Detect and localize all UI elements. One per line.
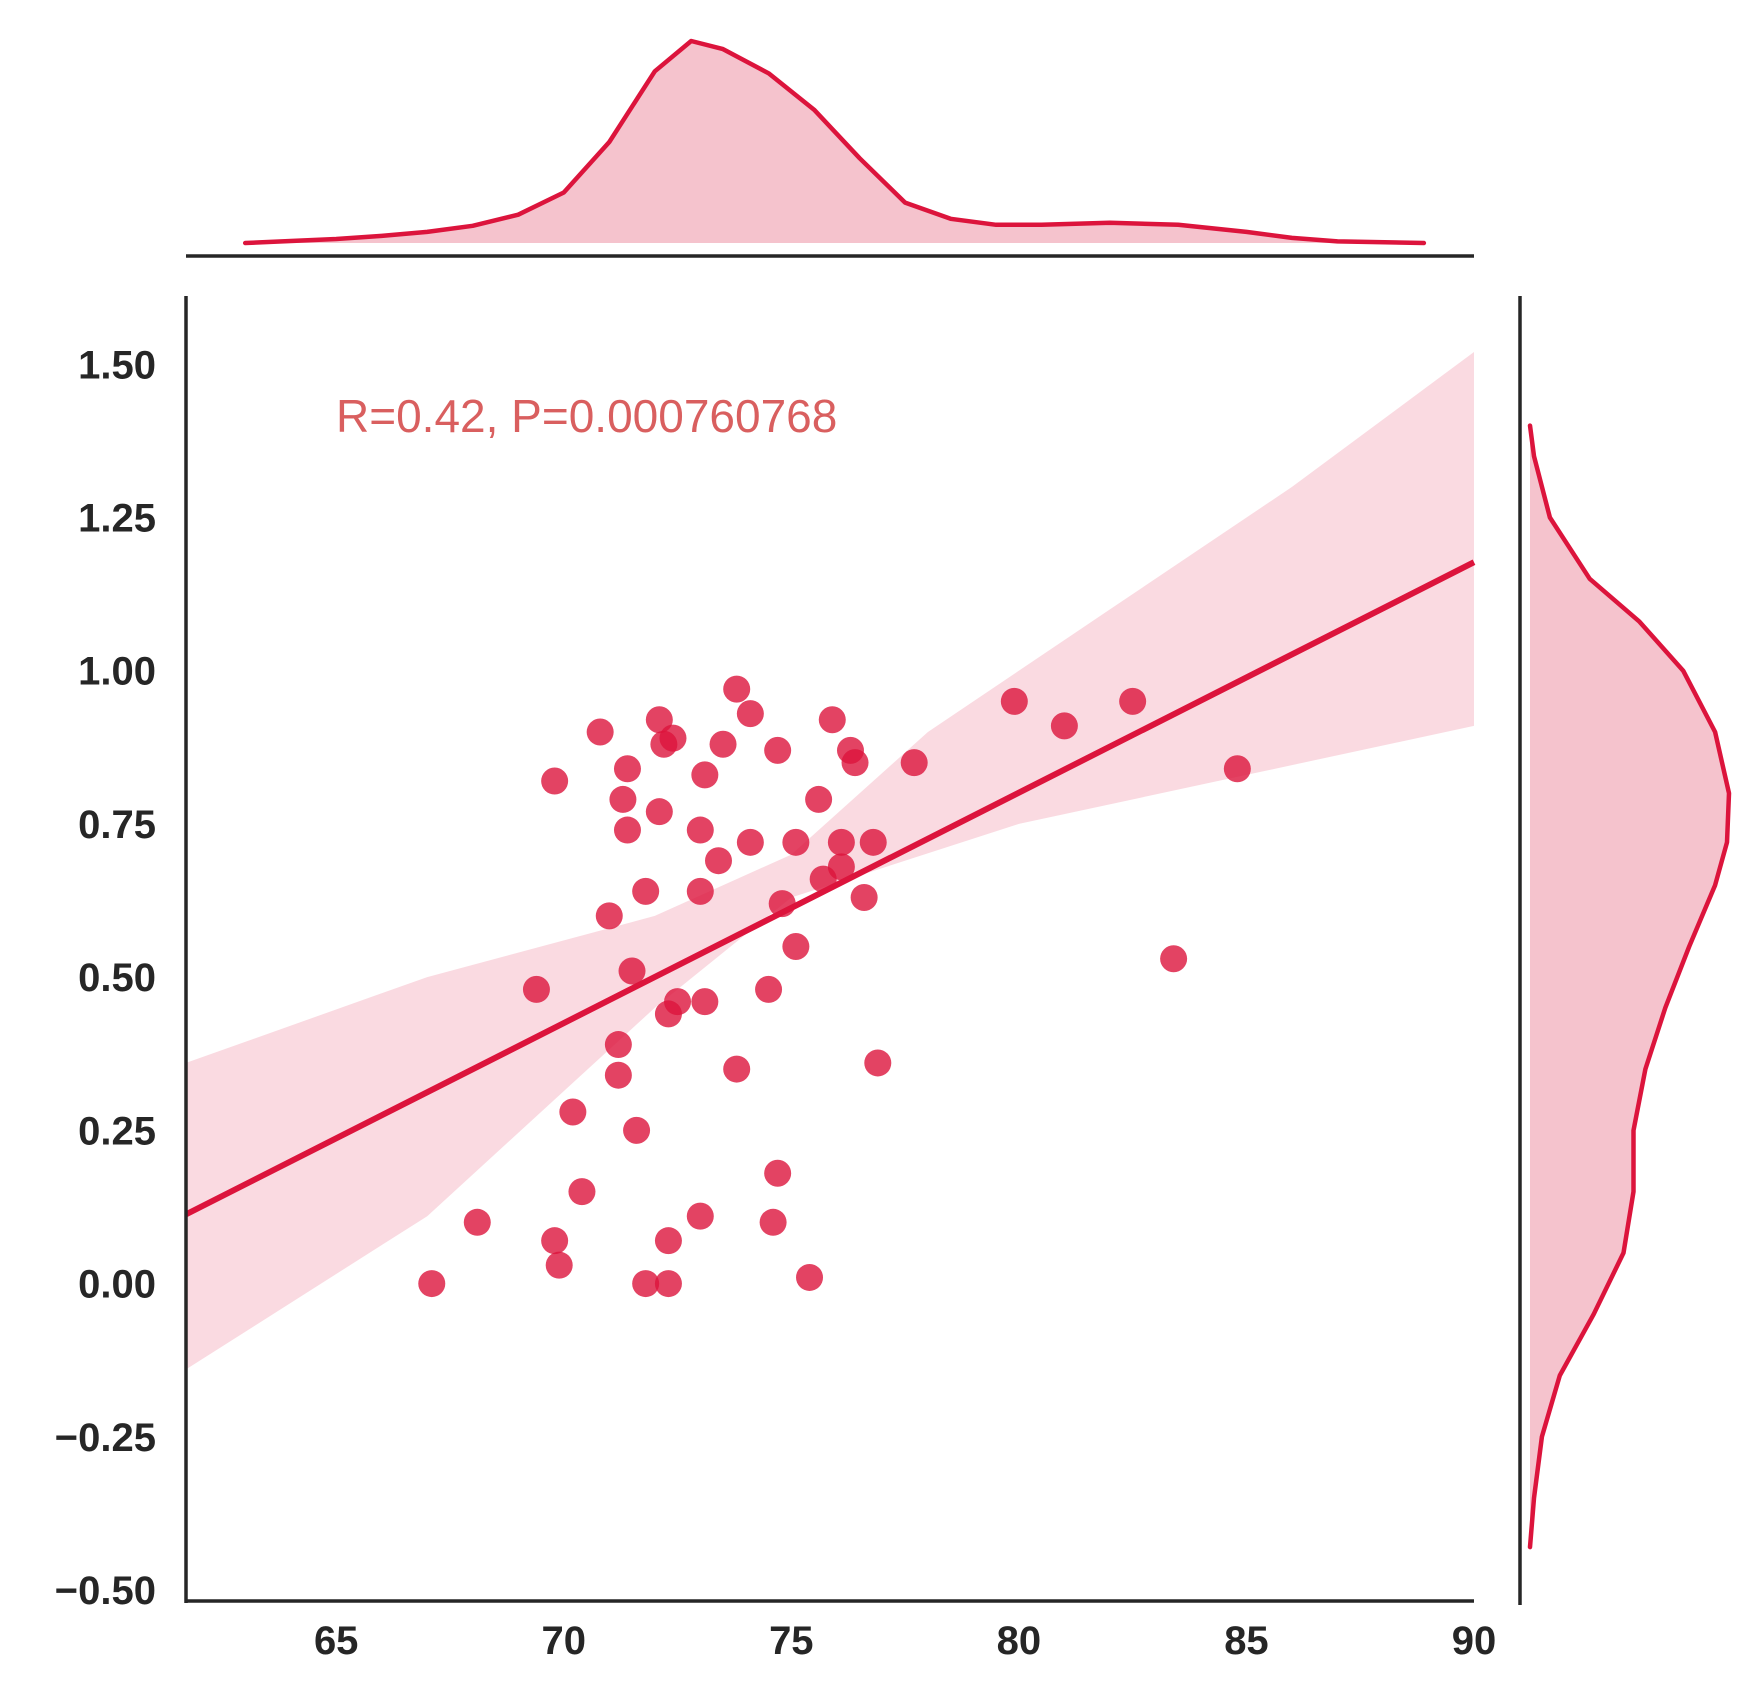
scatter-point	[805, 785, 833, 813]
scatter-point	[1223, 755, 1251, 783]
scatter-point	[723, 675, 751, 703]
scatter-point	[664, 988, 692, 1016]
scatter-point	[841, 749, 869, 777]
scatter-point	[709, 730, 737, 758]
scatter-point	[755, 975, 783, 1003]
scatter-point	[1050, 712, 1078, 740]
scatter-point	[545, 1251, 573, 1279]
x-tick-label: 65	[314, 1619, 359, 1663]
y-tick-label: 0.50	[78, 956, 156, 1000]
scatter-point	[686, 1202, 714, 1230]
y-tick-label: −0.25	[55, 1416, 156, 1460]
scatter-point	[541, 1227, 569, 1255]
scatter-point	[704, 847, 732, 875]
scatter-points-layer	[418, 675, 1251, 1298]
scatter-point	[686, 877, 714, 905]
scatter-point	[645, 798, 673, 826]
scatter-point	[604, 1061, 632, 1089]
scatter-point	[782, 933, 810, 960]
scatter-point	[613, 755, 641, 783]
y-tick-labels: −0.50 −0.25 0.00 0.25 0.50 0.75 1.00 1.25 1.50	[55, 343, 156, 1613]
scatter-point	[691, 761, 719, 789]
scatter-point	[1119, 687, 1147, 715]
scatter-point	[796, 1263, 824, 1291]
right-marginal-kde	[1527, 423, 1732, 1550]
x-tick-label: 70	[542, 1619, 587, 1663]
scatter-point	[559, 1098, 587, 1126]
scatter-point	[654, 1227, 682, 1255]
scatter-point	[850, 883, 878, 911]
scatter-point	[654, 1270, 682, 1298]
x-tick-label: 75	[769, 1619, 814, 1663]
scatter-point	[768, 890, 796, 918]
x-tick-label: 90	[1452, 1619, 1497, 1663]
scatter-point	[864, 1049, 892, 1077]
scatter-point	[691, 988, 719, 1016]
scatter-point	[618, 957, 646, 985]
scatter-point	[736, 700, 764, 728]
scatter-point	[632, 1270, 660, 1298]
scatter-point	[736, 828, 764, 856]
scatter-point	[764, 1159, 792, 1187]
axes-layer	[184, 254, 1522, 1605]
scatter-point	[609, 785, 637, 813]
scatter-point	[632, 877, 660, 905]
scatter-point	[686, 816, 714, 844]
scatter-point	[418, 1270, 446, 1298]
right-kde-line	[1527, 423, 1732, 1550]
y-tick-label: −0.50	[55, 1569, 156, 1613]
scatter-point	[522, 975, 550, 1003]
y-tick-label: 0.75	[78, 803, 156, 847]
scatter-point	[645, 706, 673, 734]
scatter-point	[759, 1208, 787, 1236]
scatter-point	[1160, 945, 1188, 973]
y-tick-label: 1.25	[78, 497, 156, 541]
right-kde-fill	[1530, 425, 1729, 1548]
scatter-point	[859, 828, 887, 856]
top-kde-line	[242, 38, 1427, 246]
scatter-point	[723, 1055, 751, 1083]
y-tick-label: 0.25	[78, 1109, 156, 1153]
scatter-point	[659, 724, 687, 752]
scatter-point	[1000, 687, 1028, 715]
top-kde-fill	[245, 41, 1424, 243]
scatter-point	[827, 828, 855, 856]
y-tick-label: 1.50	[78, 343, 156, 387]
top-marginal-kde	[242, 38, 1427, 246]
scatter-point	[782, 828, 810, 856]
scatter-point	[900, 749, 928, 777]
scatter-point	[613, 816, 641, 844]
scatter-point	[818, 706, 846, 734]
scatter-point	[568, 1178, 596, 1206]
scatter-point	[541, 767, 569, 795]
scatter-point	[463, 1208, 491, 1236]
scatter-point	[764, 736, 792, 764]
scatter-point	[604, 1031, 632, 1059]
x-tick-label: 80	[997, 1619, 1042, 1663]
correlation-annotation: R=0.42, P=0.000760768	[336, 390, 837, 442]
scatter-point	[595, 902, 623, 930]
x-tick-labels: 65 70 75 80 85 90	[314, 1619, 1496, 1663]
scatter-point	[623, 1116, 651, 1144]
scatter-point	[586, 718, 614, 746]
y-tick-label: 1.00	[78, 650, 156, 694]
scatter-point	[827, 853, 855, 881]
y-tick-label: 0.00	[78, 1263, 156, 1307]
x-tick-label: 85	[1224, 1619, 1269, 1663]
